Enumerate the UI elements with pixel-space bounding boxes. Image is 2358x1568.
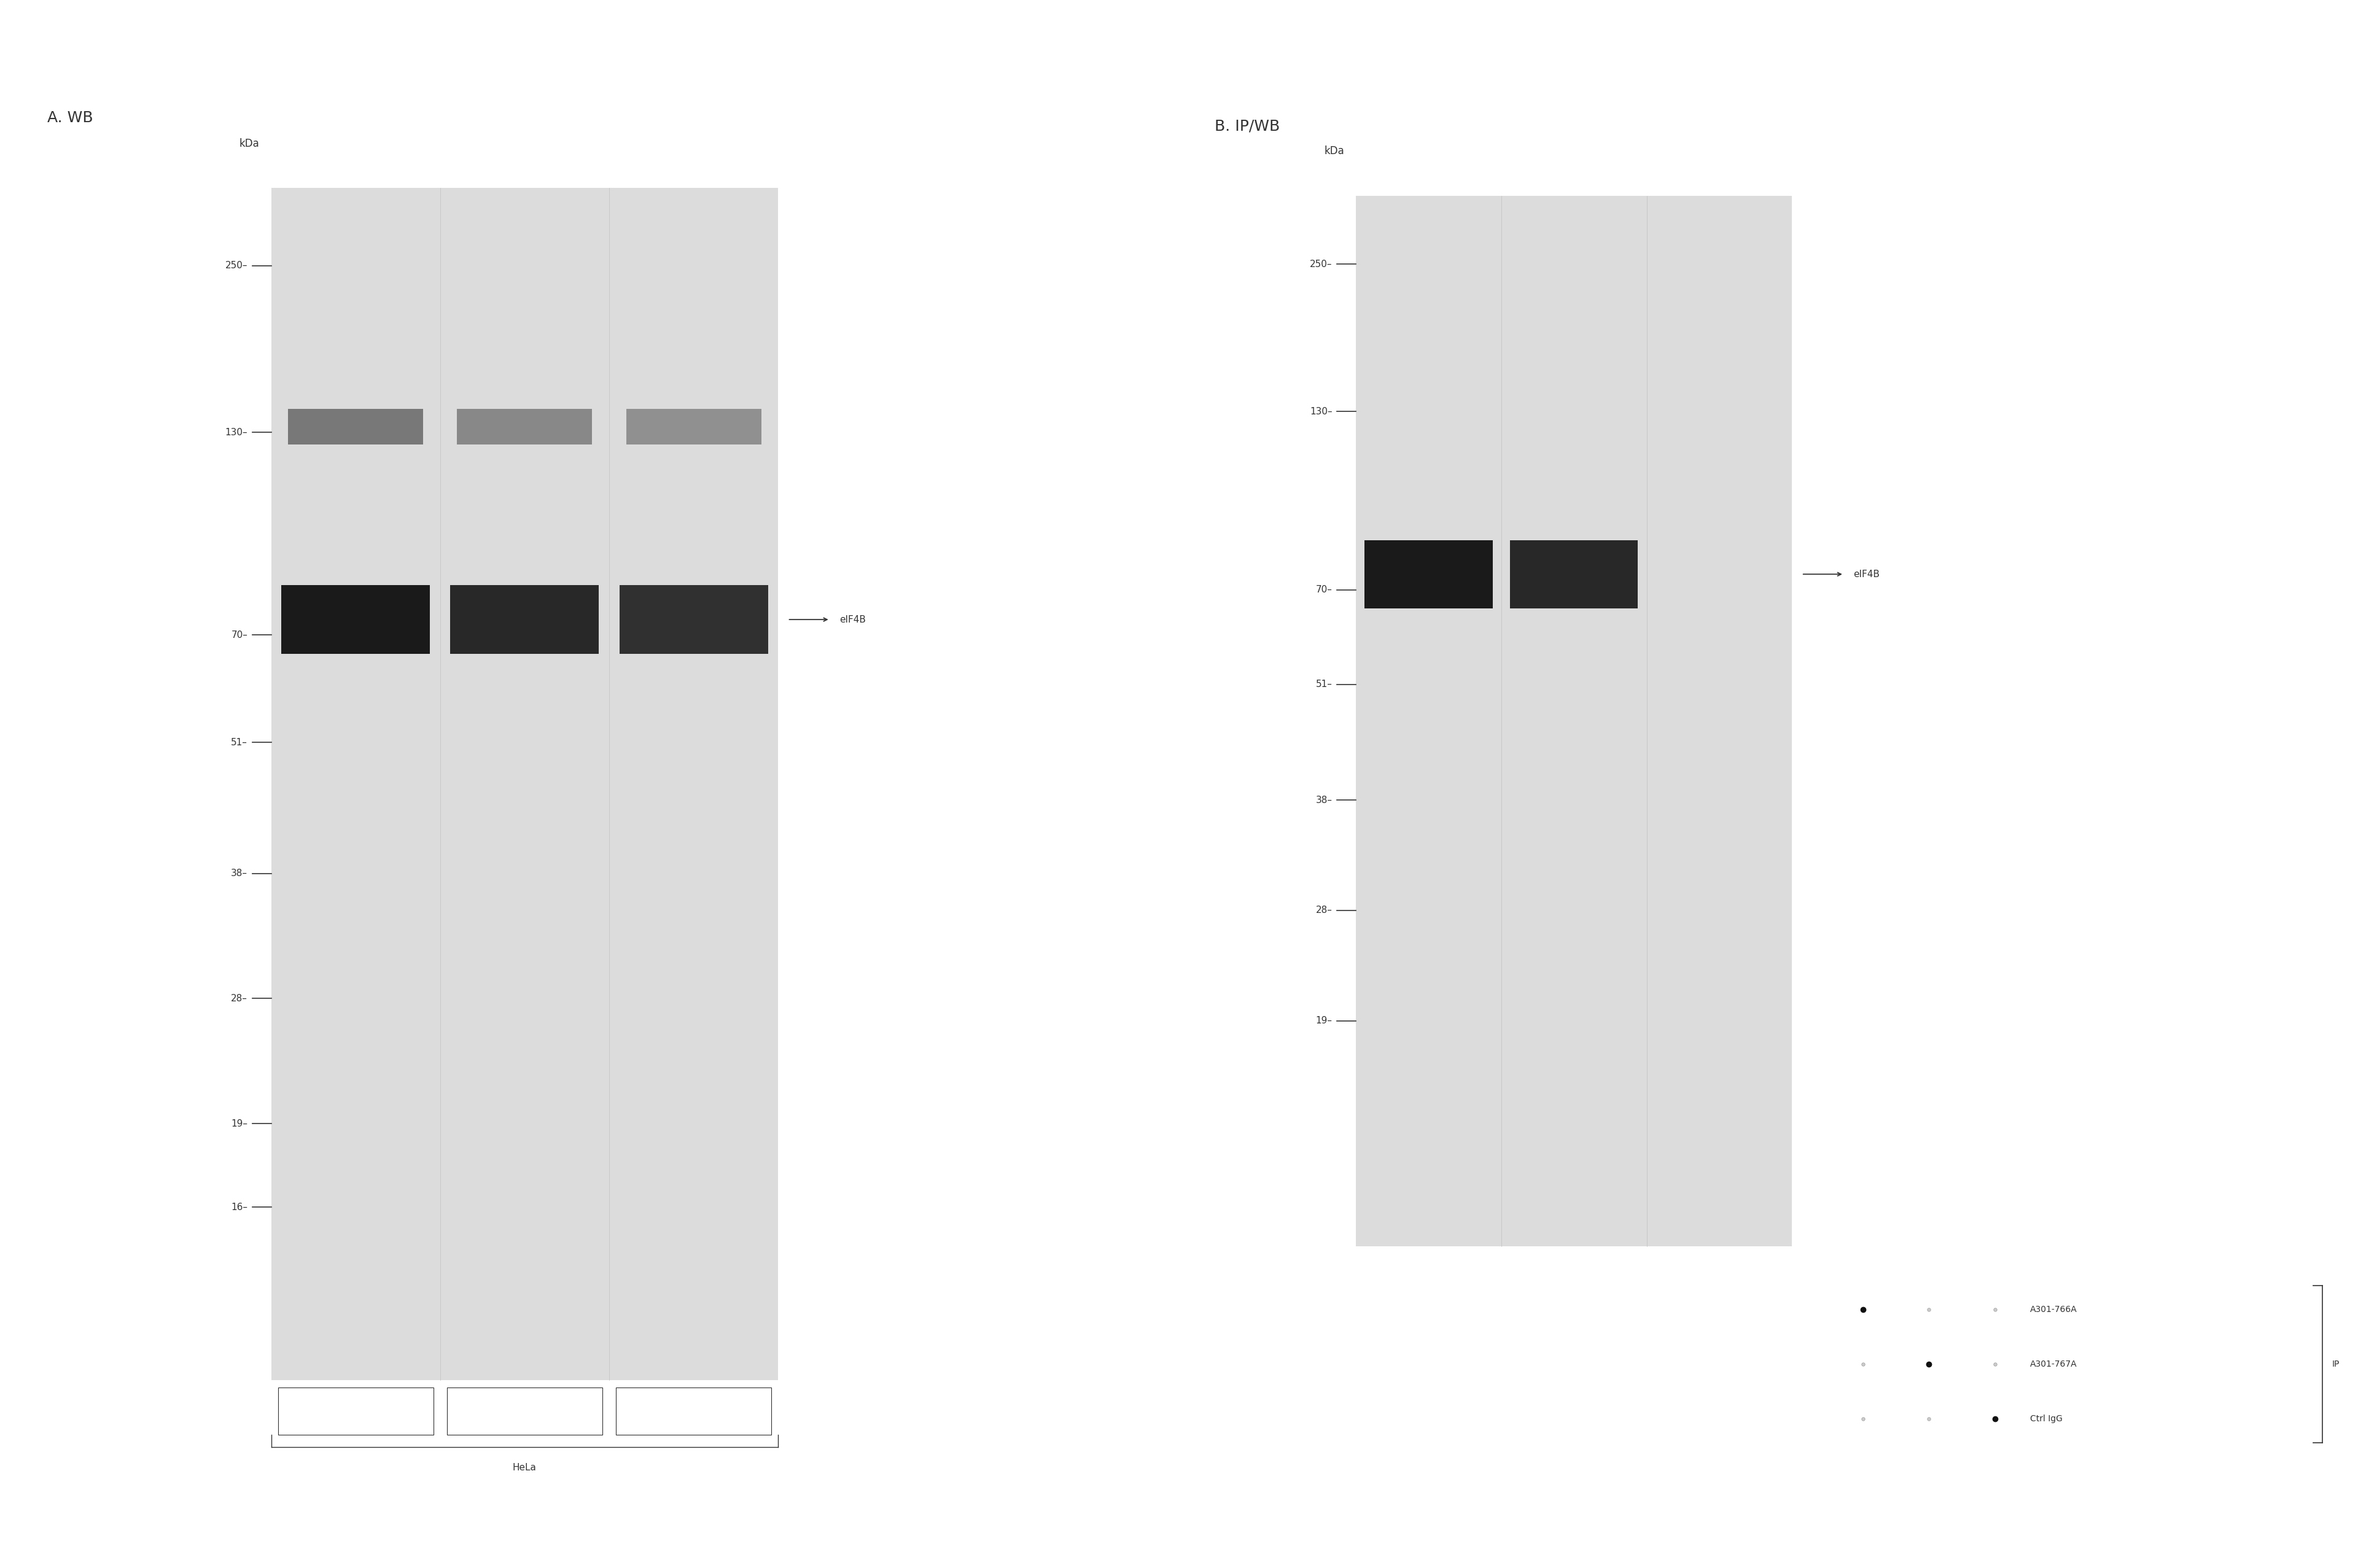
- Text: 28–: 28–: [1316, 906, 1332, 916]
- Text: eIF4B: eIF4B: [839, 615, 865, 624]
- Text: eIF4B: eIF4B: [1853, 569, 1879, 579]
- Bar: [288, 409, 424, 444]
- Text: A301-766A: A301-766A: [2030, 1305, 2077, 1314]
- Text: 70–: 70–: [231, 630, 248, 640]
- Text: 250–: 250–: [224, 260, 248, 270]
- Text: 28–: 28–: [231, 994, 248, 1004]
- Bar: [281, 585, 429, 654]
- Text: Ctrl IgG: Ctrl IgG: [2030, 1414, 2063, 1424]
- Bar: [450, 585, 599, 654]
- Text: 70–: 70–: [1316, 585, 1332, 594]
- Text: 130–: 130–: [1309, 406, 1332, 416]
- Text: B. IP/WB: B. IP/WB: [1214, 119, 1280, 133]
- Text: kDa: kDa: [1323, 146, 1344, 157]
- Bar: [448, 1388, 601, 1435]
- Text: 51–: 51–: [1316, 681, 1332, 688]
- Bar: [1365, 539, 1493, 608]
- Text: 250–: 250–: [1309, 260, 1332, 268]
- Text: HeLa: HeLa: [512, 1463, 538, 1472]
- Text: 130–: 130–: [224, 428, 248, 437]
- Text: 15: 15: [519, 1406, 531, 1416]
- Bar: [271, 188, 778, 1380]
- Text: 19–: 19–: [231, 1120, 248, 1129]
- Text: A301-767A: A301-767A: [2030, 1359, 2077, 1369]
- Text: kDa: kDa: [238, 138, 259, 149]
- Text: IP: IP: [2332, 1359, 2339, 1369]
- Bar: [457, 409, 592, 444]
- Bar: [278, 1388, 434, 1435]
- Bar: [615, 1388, 771, 1435]
- Text: 38–: 38–: [1316, 795, 1332, 804]
- Bar: [1509, 539, 1639, 608]
- Text: 19–: 19–: [1316, 1016, 1332, 1025]
- Text: A. WB: A. WB: [47, 111, 92, 125]
- Bar: [627, 409, 762, 444]
- Text: 5: 5: [691, 1406, 696, 1416]
- Text: 16–: 16–: [231, 1203, 248, 1212]
- Text: 50: 50: [349, 1406, 361, 1416]
- Bar: [1356, 196, 1792, 1247]
- Text: 51–: 51–: [231, 737, 248, 746]
- Text: 38–: 38–: [231, 869, 248, 878]
- Bar: [620, 585, 769, 654]
